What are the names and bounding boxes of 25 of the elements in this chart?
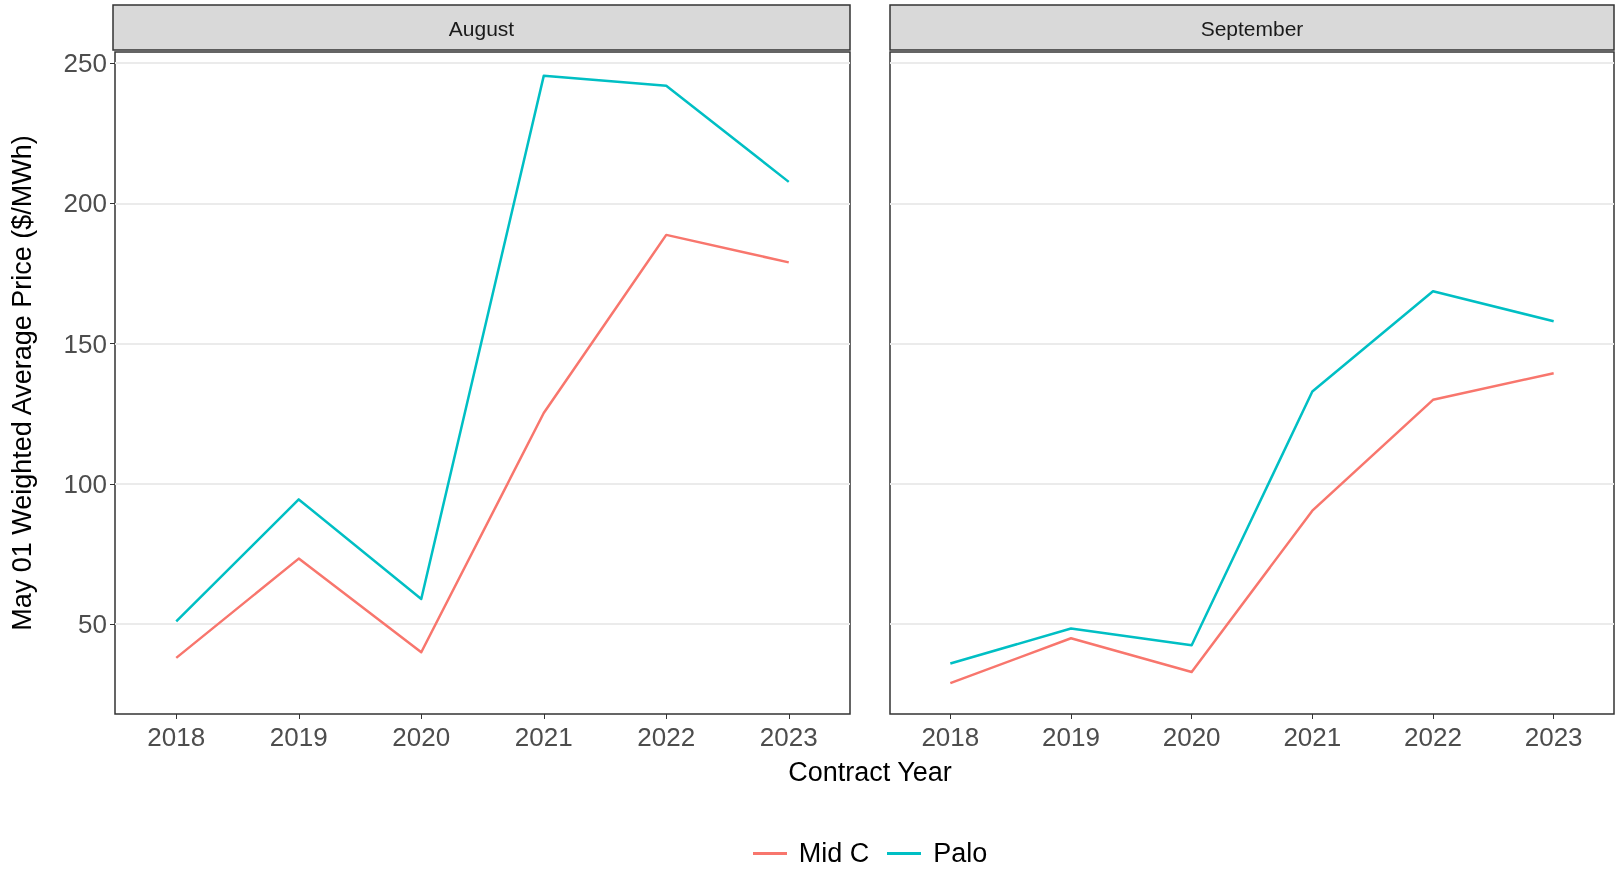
chart-title: September bbox=[1200, 16, 1304, 40]
chart-title: August bbox=[448, 16, 515, 40]
y-tick-label: 150 bbox=[63, 328, 107, 359]
x-axis-title: Contract Year bbox=[787, 757, 953, 788]
line-series bbox=[175, 233, 790, 660]
y-tick-label: 100 bbox=[63, 468, 107, 499]
x-tick-label: 2022 bbox=[1404, 722, 1462, 752]
legend-label: Palo bbox=[933, 838, 988, 869]
x-tick-label: 2020 bbox=[392, 722, 451, 752]
x-tick-label: 2019 bbox=[269, 722, 328, 752]
y-tick-label: 200 bbox=[63, 188, 107, 219]
x-tick-label: 2023 bbox=[1524, 722, 1583, 752]
x-tick-label: 2018 bbox=[921, 722, 980, 752]
y-tick-label: 50 bbox=[78, 609, 107, 640]
y-axis-title: May 01 Weighted Average Price ($/MWh) bbox=[6, 135, 37, 631]
line-series bbox=[175, 74, 790, 623]
x-tick-label: 2019 bbox=[1042, 722, 1100, 752]
x-tick-label: 2021 bbox=[1283, 722, 1342, 752]
x-tick-label: 2018 bbox=[147, 722, 206, 752]
y-tick-label: 250 bbox=[63, 48, 107, 79]
x-tick-label: 2023 bbox=[759, 722, 818, 752]
x-tick-label: 2021 bbox=[514, 722, 573, 752]
legend-label: Mid C bbox=[798, 838, 870, 869]
x-tick-label: 2020 bbox=[1162, 722, 1221, 752]
x-tick-label: 2022 bbox=[637, 722, 696, 752]
